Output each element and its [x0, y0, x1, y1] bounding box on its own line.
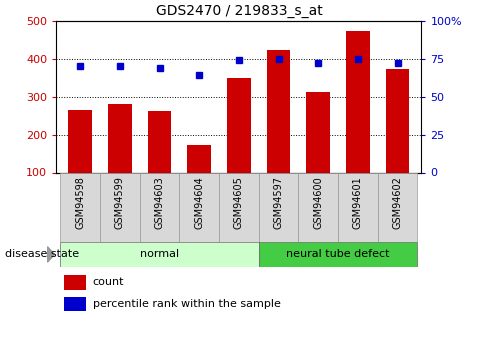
Bar — [267, 50, 291, 172]
Text: GSM94599: GSM94599 — [115, 176, 125, 229]
Text: GSM94605: GSM94605 — [234, 176, 244, 229]
Title: GDS2470 / 219833_s_at: GDS2470 / 219833_s_at — [155, 4, 322, 18]
Text: GSM94598: GSM94598 — [75, 176, 85, 229]
Bar — [108, 104, 132, 172]
Bar — [338, 172, 378, 242]
Bar — [100, 172, 140, 242]
Bar — [60, 172, 100, 242]
Bar — [179, 172, 219, 242]
Bar — [259, 172, 298, 242]
Bar — [60, 241, 259, 267]
Text: neural tube defect: neural tube defect — [286, 249, 390, 259]
Text: GSM94597: GSM94597 — [273, 176, 284, 229]
Text: disease state: disease state — [5, 249, 79, 259]
Bar — [298, 172, 338, 242]
Bar — [386, 69, 410, 172]
Bar — [259, 241, 417, 267]
Text: GSM94603: GSM94603 — [154, 176, 165, 229]
Bar — [227, 78, 251, 172]
Bar — [64, 297, 86, 311]
Bar — [306, 92, 330, 172]
Text: GSM94602: GSM94602 — [392, 176, 403, 229]
Text: count: count — [93, 277, 124, 287]
Bar — [147, 111, 172, 172]
Bar — [68, 110, 92, 172]
Bar — [187, 145, 211, 172]
Text: GSM94600: GSM94600 — [313, 176, 323, 229]
Text: normal: normal — [140, 249, 179, 259]
Text: GSM94601: GSM94601 — [353, 176, 363, 229]
Bar — [346, 31, 370, 173]
Bar — [140, 172, 179, 242]
Text: percentile rank within the sample: percentile rank within the sample — [93, 299, 281, 309]
Bar — [219, 172, 259, 242]
Bar — [378, 172, 417, 242]
Text: GSM94604: GSM94604 — [194, 176, 204, 229]
Polygon shape — [48, 247, 54, 262]
Bar — [64, 275, 86, 290]
